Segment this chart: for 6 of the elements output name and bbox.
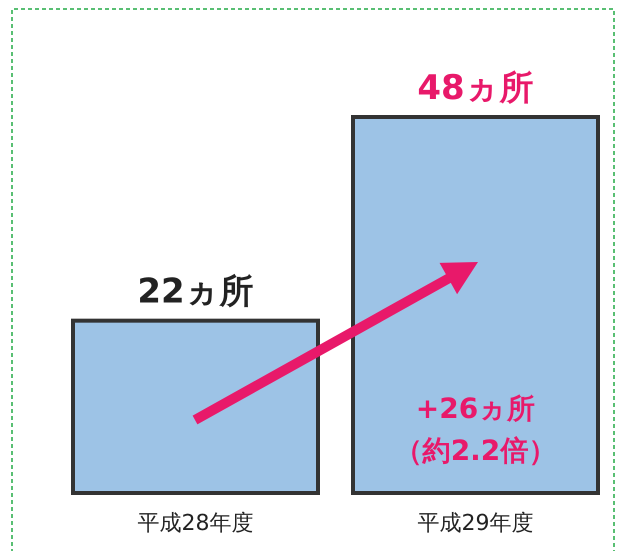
- annotation: （約2.2倍）: [394, 434, 556, 467]
- data-label: 48ヵ所: [417, 68, 534, 108]
- annotation: +26ヵ所: [416, 392, 536, 425]
- data-label: 22ヵ所: [137, 272, 254, 312]
- x-tick-label: 平成28年度: [138, 511, 254, 536]
- x-tick-label: 平成29年度: [418, 511, 534, 536]
